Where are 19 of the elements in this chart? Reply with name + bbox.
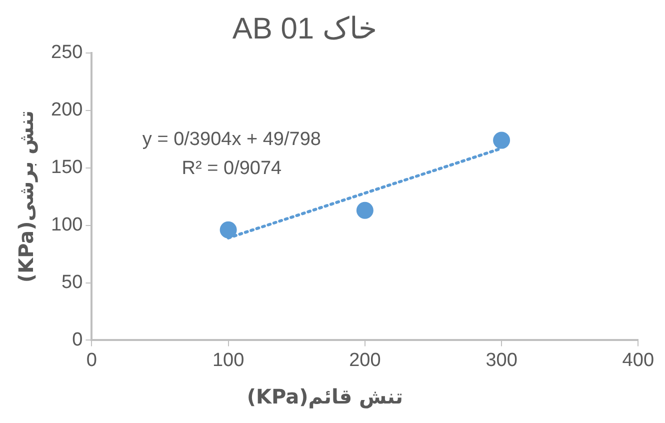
point [220, 221, 237, 238]
y-tick-label: 150 [51, 157, 83, 178]
y-tick-label: 200 [51, 100, 83, 121]
annotation: y = 0/3904x + 49/798 [142, 129, 321, 150]
x-tick-label: 0 [86, 350, 97, 371]
chart-title: AB 01 خاک [232, 12, 378, 46]
y-axis-title: تنش برشی(KPa) [14, 110, 38, 283]
y-tick-label: 100 [51, 214, 83, 236]
point [356, 202, 374, 219]
x-tick-label: 300 [486, 350, 518, 371]
x-tick-label: 200 [349, 350, 381, 371]
x-axis-title: تنش قائم(KPa) [246, 384, 403, 408]
x-tick-label: 400 [622, 350, 654, 371]
x-tick-label: 100 [212, 350, 244, 371]
y-tick-label: 0 [72, 329, 83, 350]
point [493, 132, 510, 149]
y-tick-label: 250 [51, 42, 83, 64]
annotation: R² = 0/9074 [182, 158, 282, 180]
y-tick-label: 50 [62, 272, 83, 293]
